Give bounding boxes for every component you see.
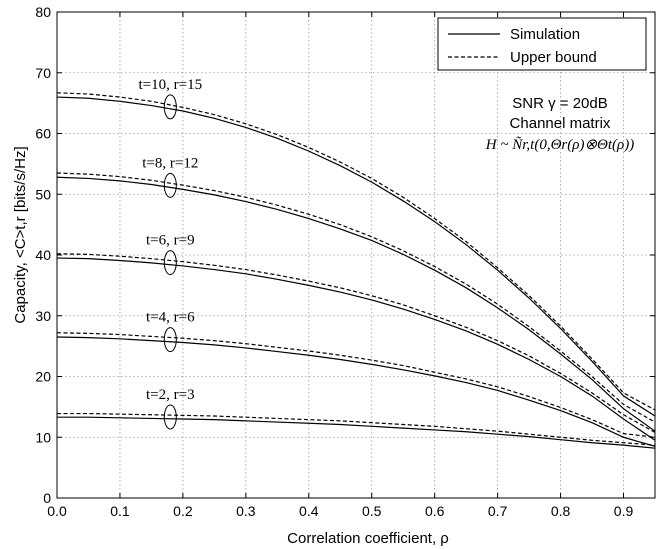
channel-annotation: Channel matrix <box>510 115 611 132</box>
y-tick-label: 80 <box>35 4 51 20</box>
group-label-0: t=10, r=15 <box>139 77 203 93</box>
y-tick-label: 20 <box>35 369 51 385</box>
x-tick-label: 0.5 <box>362 503 382 519</box>
group-marker-ellipse-2 <box>163 250 177 276</box>
group-label-2: t=6, r=9 <box>146 233 195 249</box>
y-axis-label: Capacity, <C>t,r [bits/s/Hz] <box>12 146 29 323</box>
group-marker-ellipse-1 <box>163 172 177 198</box>
curves <box>56 92 656 449</box>
formula-annotation: H ~ Ñr,t(0,Θr(ρ)⊗Θt(ρ)) <box>485 136 634 153</box>
simulation-line-2 <box>56 257 656 441</box>
y-tick-label: 40 <box>35 247 51 263</box>
ticks: 0.0 0.1 0.2 0.3 0.4 0.5 0.6 0.7 0.8 0.9 0 10 20 30 40 5… <box>35 4 655 519</box>
info-annotation: SNR γ = 20dB Channel matrix H ~ Ñr,t(0,Θ… <box>485 95 634 153</box>
upper-bound-line-0 <box>56 92 656 411</box>
y-tick-label: 0 <box>43 490 51 506</box>
legend: Simulation Upper bound <box>437 17 647 71</box>
group-label-4: t=2, r=3 <box>146 387 195 403</box>
group-marker-ellipse-0 <box>163 94 177 120</box>
upper-bound-line-1 <box>56 172 656 423</box>
y-tick-label: 60 <box>35 126 51 142</box>
y-tick-label: 70 <box>35 65 51 81</box>
simulation-line-0 <box>56 96 656 417</box>
upper-bound-line-2 <box>56 253 656 433</box>
group-label-1: t=8, r=12 <box>142 155 198 171</box>
group-markers <box>163 94 177 430</box>
upper-bound-line-3 <box>56 332 656 438</box>
simulation-line-3 <box>56 336 656 447</box>
x-tick-label: 0.4 <box>299 503 319 519</box>
x-tick-label: 0.7 <box>488 503 508 519</box>
x-tick-label: 0.9 <box>614 503 634 519</box>
simulation-line-4 <box>57 416 656 449</box>
legend-box <box>437 17 647 71</box>
y-tick-label: 50 <box>35 186 51 202</box>
upper-bound-line-4 <box>57 412 656 446</box>
y-tick-label: 10 <box>35 429 51 445</box>
x-tick-label: 0.0 <box>47 503 67 519</box>
grid <box>57 12 655 498</box>
x-axis-label: Correlation coefficient, ρ <box>287 530 449 547</box>
x-tick-label: 0.1 <box>110 503 130 519</box>
x-tick-label: 0.8 <box>551 503 571 519</box>
group-labels: t=10, r=15 t=8, r=12 t=6, r=9 t=4, r=6 t=2, … <box>139 77 203 403</box>
snr-annotation: SNR γ = 20dB <box>512 95 607 112</box>
legend-label-simulation: Simulation <box>510 26 580 43</box>
x-tick-label: 0.2 <box>173 503 193 519</box>
group-marker-ellipse-4 <box>163 404 177 430</box>
simulation-line-1 <box>56 176 656 432</box>
group-marker-ellipse-3 <box>163 327 177 353</box>
x-tick-label: 0.6 <box>425 503 445 519</box>
legend-label-upper-bound: Upper bound <box>510 49 597 66</box>
y-tick-label: 30 <box>35 308 51 324</box>
group-label-3: t=4, r=6 <box>146 310 195 326</box>
x-tick-label: 0.3 <box>236 503 256 519</box>
